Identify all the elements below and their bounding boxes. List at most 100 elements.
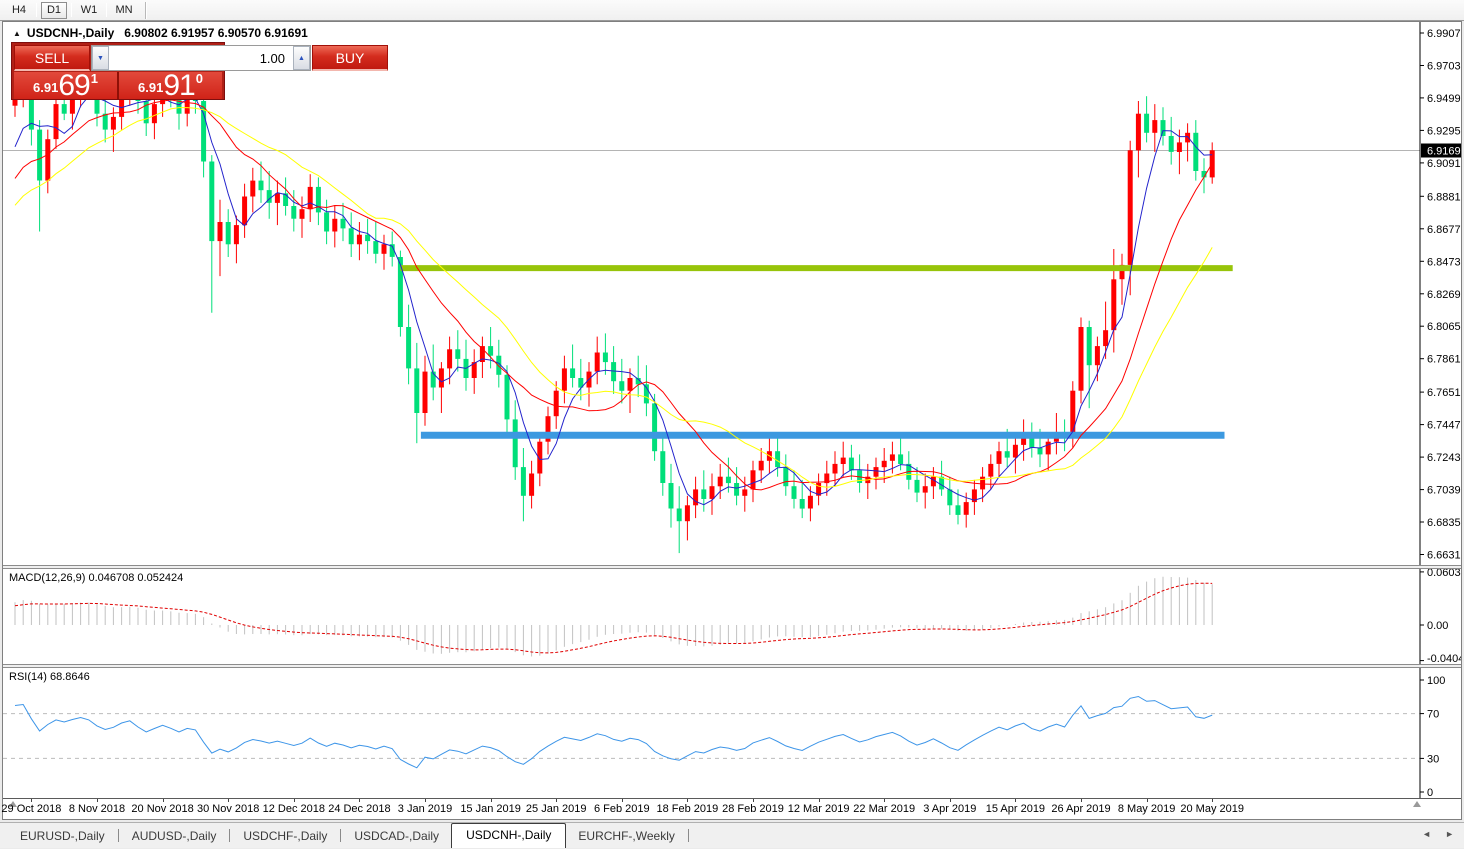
support-resistance-lines[interactable] bbox=[400, 265, 1233, 439]
tab-scroll-controls: ◄ ► bbox=[1422, 830, 1454, 839]
period-button-w1[interactable]: W1 bbox=[76, 2, 102, 19]
time-axis-tick bbox=[490, 799, 492, 802]
volume-increase-button[interactable]: ▲ bbox=[293, 46, 310, 70]
time-axis-label: 20 May 2019 bbox=[1180, 803, 1244, 815]
time-axis-label: 24 Dec 2018 bbox=[328, 803, 391, 815]
macd-axis-label: 0.00 bbox=[1427, 620, 1448, 632]
time-axis-tick bbox=[162, 799, 164, 802]
toolbar-separator bbox=[36, 3, 37, 17]
rsi-axis[interactable]: 100 70 30 0 bbox=[1419, 668, 1445, 798]
price-axis-label: 6.78610 bbox=[1427, 354, 1461, 366]
time-axis-tick bbox=[1212, 799, 1214, 802]
time-axis-tick bbox=[97, 799, 98, 802]
chevron-down-icon: ▼ bbox=[97, 54, 104, 62]
price-axis-label: 6.84730 bbox=[1427, 256, 1461, 268]
volume-input[interactable] bbox=[109, 46, 293, 70]
chart-title-ohlc: 6.90802 6.91957 6.90570 6.91691 bbox=[124, 26, 308, 40]
time-axis-label: 3 Jan 2019 bbox=[397, 803, 453, 815]
tab-scroll-right-button[interactable]: ► bbox=[1445, 829, 1454, 839]
time-axis[interactable]: 29 Oct 2018 8 Nov 2018 20 Nov 2018 30 Nov 2… bbox=[1, 798, 1461, 819]
price-axis-label: 6.90910 bbox=[1427, 158, 1461, 170]
time-axis-label: 12 Dec 2018 bbox=[262, 803, 325, 815]
collapse-one-click-icon[interactable]: ▲ bbox=[13, 28, 21, 38]
time-axis-tick bbox=[884, 799, 886, 802]
volume-decrease-button[interactable]: ▼ bbox=[92, 46, 109, 70]
rsi-axis-label: 70 bbox=[1427, 709, 1439, 721]
price-chart-plot[interactable]: 6.99070 6.97030 6.94990 6.92950 6.90910 6.888… bbox=[3, 22, 1461, 565]
macd-signal-line bbox=[14, 582, 1213, 654]
time-axis-label: 18 Feb 2019 bbox=[656, 803, 719, 815]
macd-plot[interactable]: 0.060342 0.00 -0.040415 bbox=[3, 569, 1461, 664]
time-axis-label: 29 Oct 2018 bbox=[1, 803, 62, 815]
buy-price[interactable]: 6.91 91 0 bbox=[119, 71, 222, 101]
buy-price-pip: 0 bbox=[195, 71, 203, 86]
tab-separator bbox=[687, 829, 689, 842]
period-toolbar: H4 D1 W1 MN bbox=[0, 0, 1464, 21]
sell-button[interactable]: SELL bbox=[14, 45, 90, 71]
main-chart-panel: 6.99070 6.97030 6.94990 6.92950 6.90910 6.888… bbox=[3, 22, 1461, 565]
time-axis-tick bbox=[425, 799, 426, 802]
price-axis-label: 6.70390 bbox=[1427, 485, 1461, 497]
chart-begin-marker bbox=[9, 801, 17, 807]
toolbar-separator bbox=[106, 3, 107, 17]
time-axis-label: 30 Nov 2018 bbox=[196, 803, 260, 815]
tab-scroll-left-button[interactable]: ◄ bbox=[1422, 829, 1432, 839]
moving-average-line-21 bbox=[14, 107, 1213, 488]
toolbar-groove bbox=[145, 1, 147, 19]
time-axis-label: 20 Nov 2018 bbox=[131, 803, 194, 815]
price-axis-label: 6.80650 bbox=[1427, 321, 1461, 333]
price-axis[interactable]: 6.99070 6.97030 6.94990 6.92950 6.90910 6.888… bbox=[1419, 22, 1461, 565]
tab-separator bbox=[229, 829, 231, 842]
macd-axis-label: 0.060342 bbox=[1427, 569, 1461, 579]
macd-axis[interactable]: 0.060342 0.00 -0.040415 bbox=[1419, 569, 1461, 664]
chevron-up-icon: ▲ bbox=[298, 54, 305, 62]
panel-splitter[interactable] bbox=[3, 664, 1461, 668]
period-button-d1[interactable]: D1 bbox=[41, 1, 67, 19]
price-axis-label: 6.97030 bbox=[1427, 61, 1461, 73]
rsi-plot[interactable]: 100 70 30 0 bbox=[3, 668, 1461, 798]
time-axis-tick bbox=[753, 799, 754, 802]
time-axis-label: 6 Feb 2019 bbox=[593, 803, 650, 815]
period-button-mn[interactable]: MN bbox=[111, 2, 137, 19]
chart-tab-eurusd[interactable]: EURUSD-,Daily bbox=[20, 829, 105, 843]
time-axis-tick bbox=[359, 799, 361, 802]
moving-average-line-5 bbox=[14, 95, 1213, 506]
chart-tab-usdchf[interactable]: USDCHF-,Daily bbox=[243, 829, 328, 843]
chart-shift-marker[interactable] bbox=[1413, 801, 1421, 807]
chart-tab-usdcad[interactable]: USDCAD-,Daily bbox=[354, 829, 440, 843]
time-axis-tick bbox=[31, 799, 33, 802]
time-axis-label: 15 Apr 2019 bbox=[985, 803, 1046, 815]
macd-indicator-panel: 0.060342 0.00 -0.040415 MACD(12,26,9) 0.04… bbox=[3, 569, 1461, 664]
chart-title: ▲ USDCNH-,Daily 6.90802 6.91957 6.90570 … bbox=[13, 26, 308, 40]
time-axis-label: 8 Nov 2018 bbox=[68, 803, 126, 815]
price-axis-label: 6.68350 bbox=[1427, 517, 1461, 529]
time-axis-tick bbox=[228, 799, 230, 802]
moving-average-line-13 bbox=[14, 99, 1213, 491]
price-axis-label: 6.74470 bbox=[1427, 420, 1461, 432]
panel-splitter[interactable] bbox=[3, 565, 1461, 569]
time-axis-tick bbox=[687, 799, 689, 802]
sell-price[interactable]: 6.91 69 1 bbox=[14, 71, 119, 101]
time-axis-tick bbox=[293, 799, 295, 802]
time-axis-tick bbox=[1081, 799, 1082, 802]
chart-window: 6.99070 6.97030 6.94990 6.92950 6.90910 6.888… bbox=[1, 21, 1462, 820]
chart-tab-eurchf[interactable]: EURCHF-,Weekly bbox=[578, 829, 675, 843]
macd-label: MACD(12,26,9) 0.046708 0.052424 bbox=[9, 572, 184, 584]
chart-tab-audusd[interactable]: AUDUSD-,Daily bbox=[131, 829, 217, 843]
time-axis-tick bbox=[1015, 799, 1017, 802]
macd-histogram bbox=[14, 576, 1213, 657]
period-button-h4[interactable]: H4 bbox=[6, 2, 32, 19]
rsi-axis-label: 100 bbox=[1427, 675, 1445, 687]
sell-price-pip: 1 bbox=[90, 71, 98, 86]
time-axis-label: 22 Mar 2019 bbox=[853, 803, 916, 815]
price-axis-label: 6.86770 bbox=[1427, 224, 1461, 236]
price-axis-label: 6.92950 bbox=[1427, 125, 1461, 137]
macd-axis-label: -0.040415 bbox=[1427, 653, 1461, 664]
chart-tab-bar: EURUSD-,Daily AUDUSD-,Daily USDCHF-,Dail… bbox=[0, 822, 1464, 848]
price-axis-label: 6.88810 bbox=[1427, 191, 1461, 203]
buy-button[interactable]: BUY bbox=[312, 45, 388, 71]
time-axis-tick bbox=[1146, 799, 1148, 802]
chart-tab-usdcnh[interactable]: USDCNH-,Daily bbox=[451, 823, 567, 848]
